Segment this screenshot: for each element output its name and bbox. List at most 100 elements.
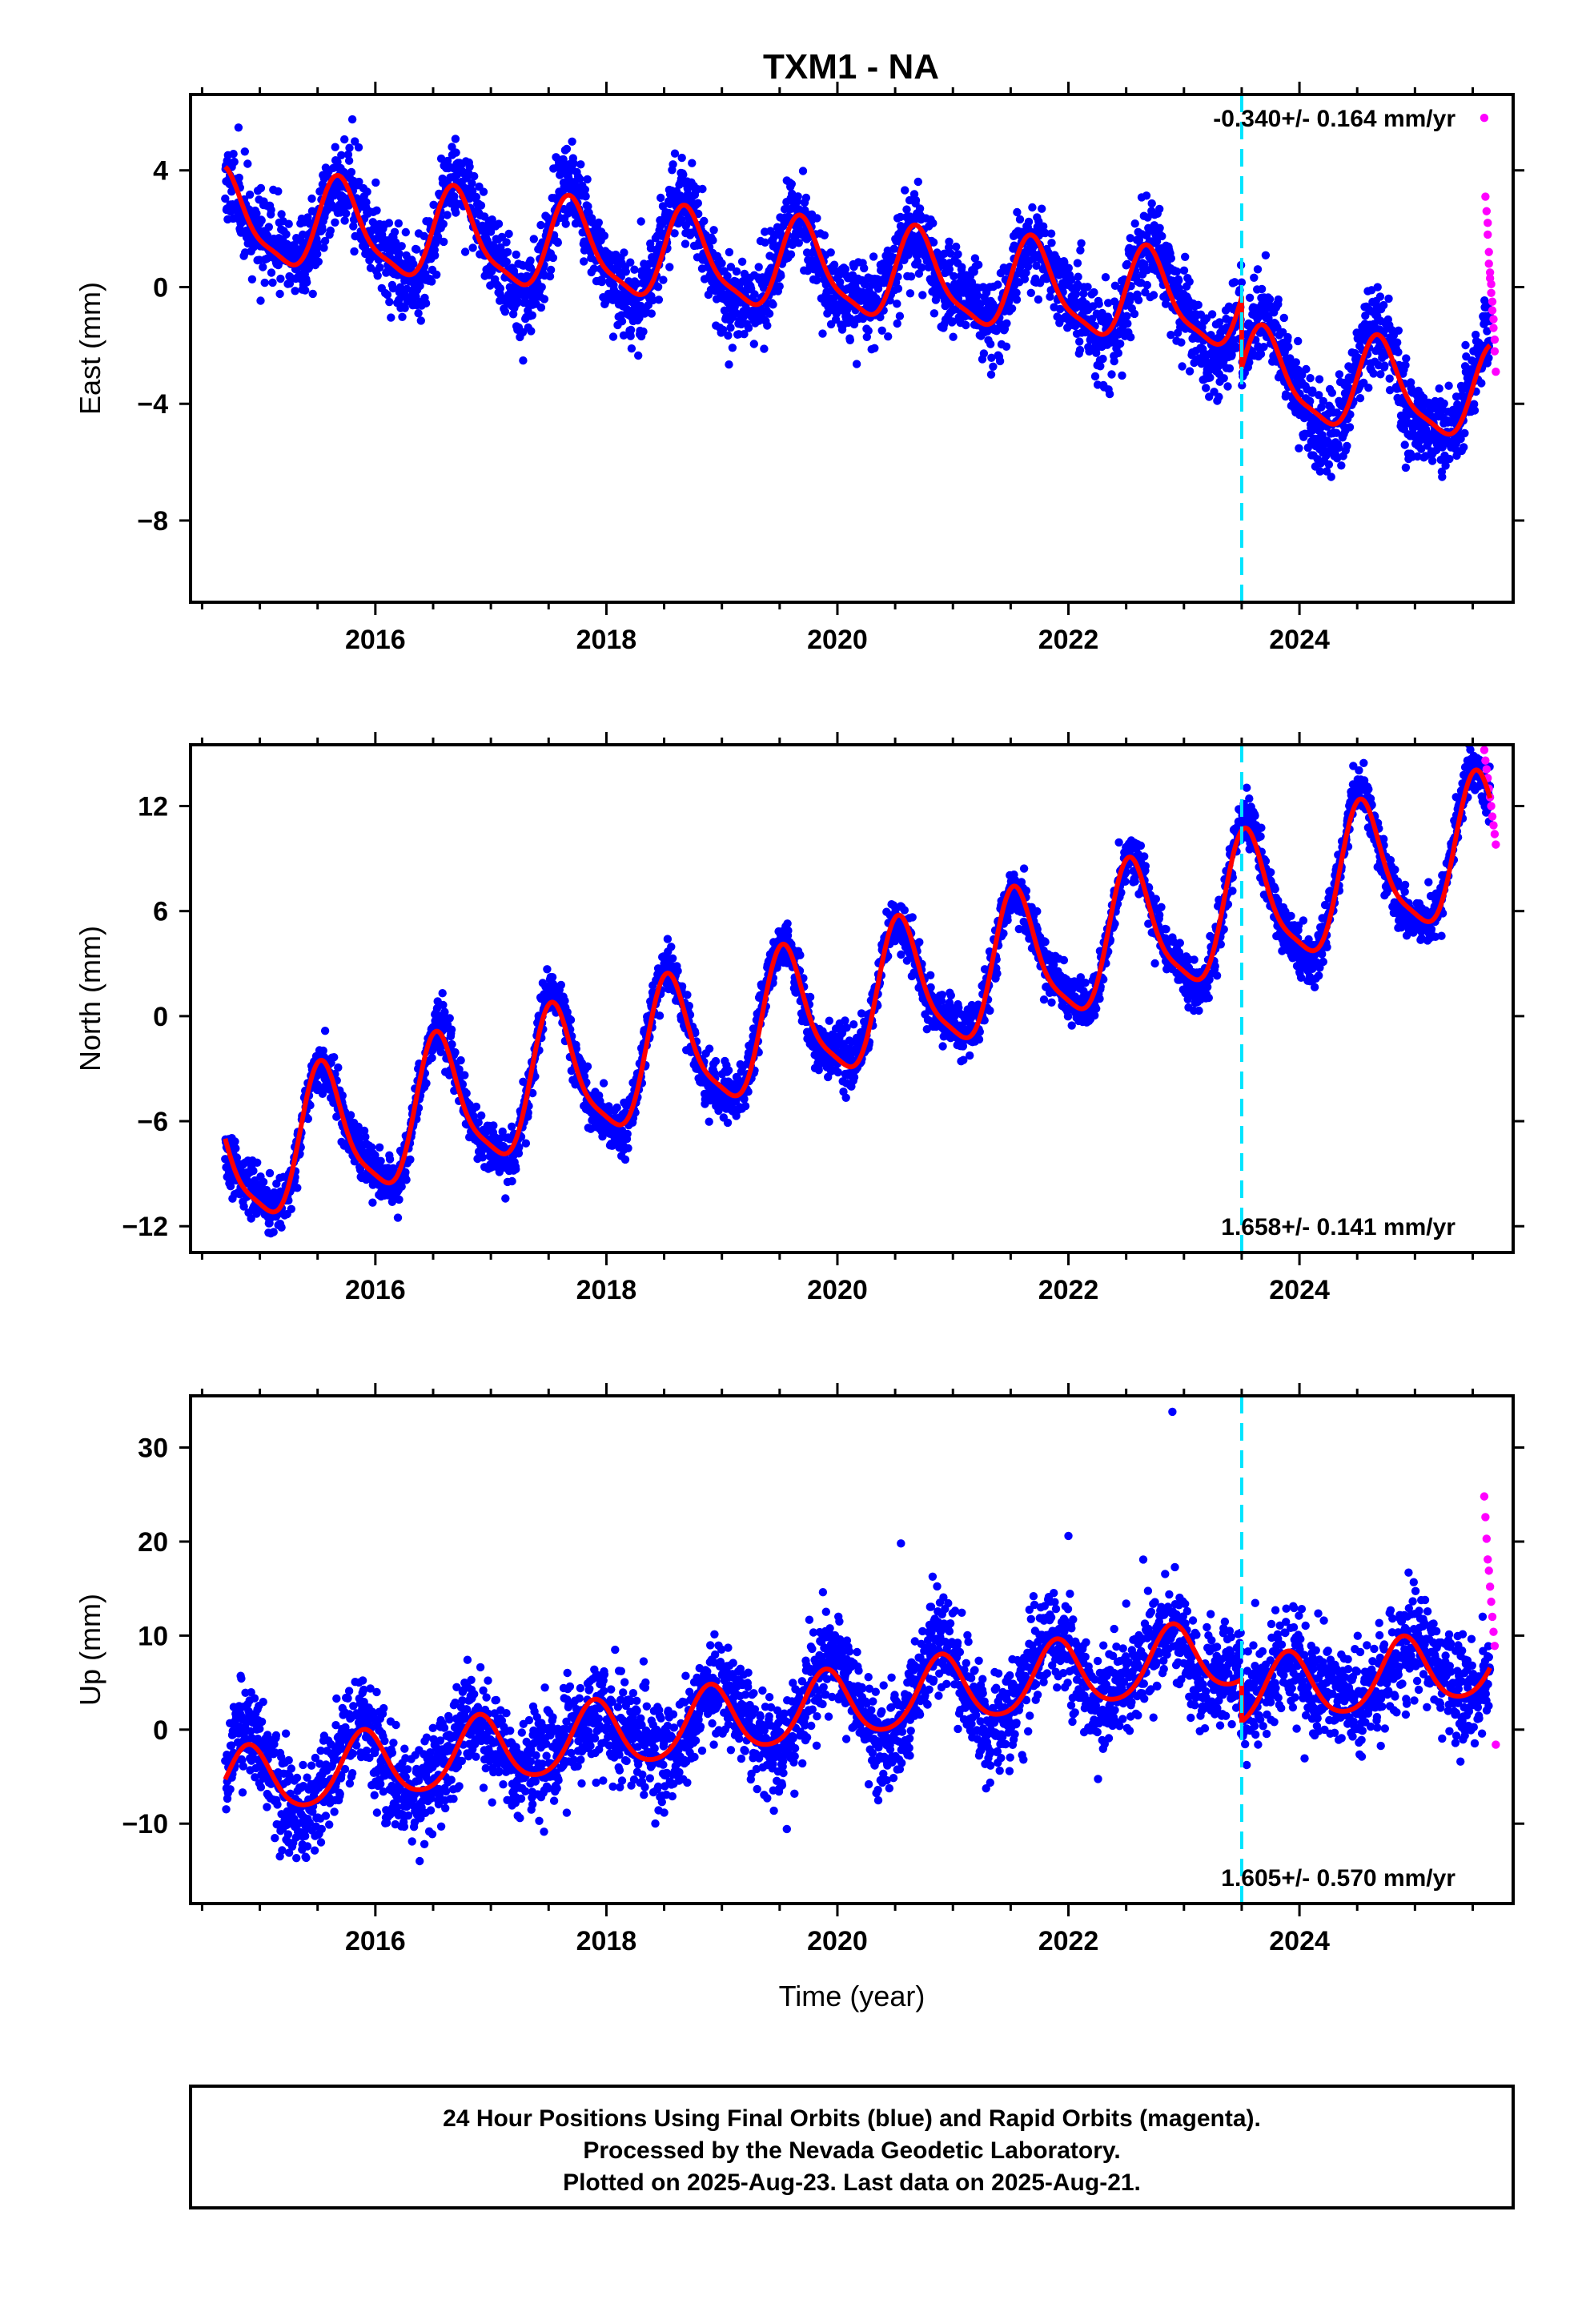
final-position-point [503,247,512,256]
east-final-points [221,115,1495,481]
final-position-point [726,324,735,332]
final-position-point [436,1047,445,1057]
final-position-point [739,312,749,321]
final-position-point [1460,443,1468,452]
final-position-point [901,186,909,195]
final-position-point [1185,277,1194,286]
final-position-point [946,249,955,258]
final-position-point [1238,381,1247,390]
final-position-point [1096,362,1105,371]
final-position-point [893,300,901,308]
final-position-point [1337,461,1346,470]
final-position-point [1439,399,1448,408]
final-position-point [1385,386,1395,395]
final-position-point [763,321,772,330]
figure-title: TXM1 - NA [763,47,939,86]
final-position-point [371,178,380,187]
final-position-point [929,219,938,227]
final-position-point [383,290,392,300]
final-position-point [460,1071,469,1080]
final-position-point [496,284,505,293]
final-position-point [313,250,322,259]
final-position-point [253,1158,262,1168]
final-position-point [1334,444,1343,452]
rapid-position-point [1492,367,1500,376]
final-position-point [1038,204,1046,213]
final-position-point [659,275,668,284]
final-position-point [670,229,679,238]
final-position-point [1306,396,1315,406]
final-position-point [1232,344,1241,352]
final-position-point [1427,456,1437,465]
final-position-point [307,194,316,203]
final-position-point [1401,360,1410,370]
final-position-point [400,304,409,312]
final-position-point [275,289,284,299]
final-position-point [545,271,555,281]
final-position-point [512,1164,520,1174]
final-position-point [401,1168,410,1177]
final-position-point [349,222,358,231]
final-position-point [1046,229,1056,238]
final-position-point [724,331,733,340]
final-position-point [468,243,477,252]
final-position-point [812,275,821,285]
final-position-point [1130,309,1139,319]
final-position-point [519,356,528,365]
final-position-point [350,247,359,256]
final-position-point [385,297,394,307]
final-position-point [917,263,926,272]
final-position-point [583,1062,592,1071]
final-position-point [1047,239,1056,247]
east-marks [221,94,1500,602]
final-position-point [626,325,636,335]
final-position-point [397,1182,406,1191]
final-position-point [462,1089,471,1098]
final-position-point [514,1149,524,1158]
final-position-point [732,267,741,276]
final-position-point [895,312,905,320]
final-position-point [576,160,585,169]
final-position-point [884,332,893,341]
x-tick-label: 2016 [345,625,406,655]
final-position-point [688,159,697,167]
final-position-point [986,370,996,379]
final-position-point [303,1114,312,1124]
final-position-point [973,291,982,300]
final-position-point [694,209,703,219]
east-plot-area [221,94,1500,602]
rapid-position-point [1481,192,1490,201]
final-position-point [1181,252,1190,261]
final-position-point [282,230,291,239]
final-position-point [1364,384,1373,392]
final-position-point [331,143,339,151]
final-position-point [373,271,382,280]
final-position-point [1075,337,1084,346]
final-position-point [319,1046,327,1055]
y-tick-label: 4 [153,156,168,187]
final-position-point [372,206,381,215]
final-position-point [337,151,346,159]
final-position-point [1177,338,1186,347]
final-position-point [1315,375,1324,384]
final-position-point [472,192,481,202]
final-position-point [1105,389,1114,399]
final-position-point [1077,239,1086,247]
final-position-point [954,250,962,259]
final-position-point [1206,373,1215,382]
final-position-point [1380,361,1389,370]
final-position-point [665,263,674,271]
final-position-point [568,137,576,146]
final-position-point [717,259,726,267]
final-position-point [1185,367,1195,376]
final-position-point [841,264,850,274]
final-position-point [393,1213,403,1222]
final-position-point [580,257,588,266]
final-position-point [718,325,728,334]
final-position-point [355,177,363,187]
final-position-point [340,135,349,144]
final-position-point [455,1065,464,1074]
final-position-point [375,1143,384,1152]
final-position-point [913,177,923,187]
